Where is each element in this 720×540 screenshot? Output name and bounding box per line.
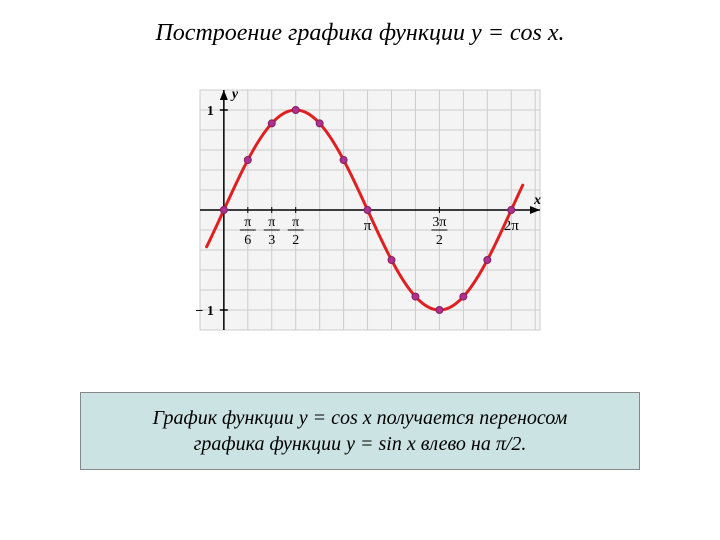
svg-text:π: π xyxy=(244,215,251,230)
caption-line-2: графика функции y = sin x влево на π/2. xyxy=(194,433,527,455)
svg-text:1: 1 xyxy=(207,104,214,119)
svg-text:2: 2 xyxy=(436,233,443,248)
chart-svg: yx1− 1π6π3π2π3π22π xyxy=(160,70,560,350)
svg-text:π: π xyxy=(292,215,299,230)
svg-text:− 1: − 1 xyxy=(195,304,213,319)
svg-text:x: x xyxy=(533,193,541,208)
svg-text:π: π xyxy=(268,215,275,230)
svg-text:π: π xyxy=(364,218,372,234)
svg-text:3: 3 xyxy=(268,233,275,248)
caption-line-1: График функции у = cos x получается пере… xyxy=(153,407,568,429)
page-title: Построение графика функции у = cos x. xyxy=(0,20,720,47)
svg-text:6: 6 xyxy=(244,233,251,248)
svg-text:y: y xyxy=(230,87,239,102)
cosine-chart: yx1− 1π6π3π2π3π22π xyxy=(160,70,560,350)
svg-text:2: 2 xyxy=(292,233,299,248)
caption-box: График функции у = cos x получается пере… xyxy=(80,392,640,470)
svg-text:3π: 3π xyxy=(432,215,446,230)
